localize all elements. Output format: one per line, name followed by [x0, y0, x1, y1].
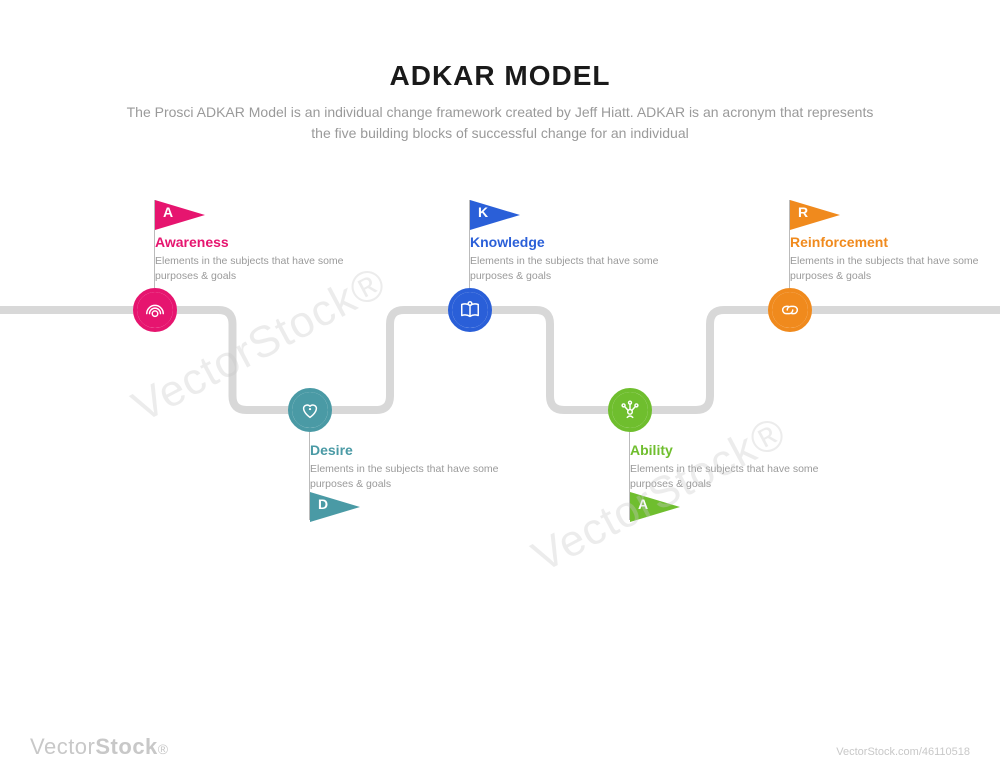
step-title: Reinforcement	[790, 234, 980, 250]
step-desc: Elements in the subjects that have some …	[310, 462, 500, 491]
flag-a-icon: A	[155, 200, 205, 230]
step-desc: Elements in the subjects that have some …	[470, 254, 660, 283]
label-desire: Desire Elements in the subjects that have…	[310, 442, 500, 491]
flag-letter: R	[798, 204, 808, 220]
flag-a-icon: A	[630, 492, 680, 522]
label-knowledge: Knowledge Elements in the subjects that h…	[470, 234, 660, 283]
node-knowledge	[448, 288, 492, 332]
watermark: VectorStock®	[30, 734, 169, 760]
step-desc: Elements in the subjects that have some …	[790, 254, 980, 283]
flag-letter: D	[318, 496, 328, 512]
step-title: Awareness	[155, 234, 345, 250]
label-reinforcement: Reinforcement Elements in the subjects th…	[790, 234, 980, 283]
header: ADKAR MODEL The Prosci ADKAR Model is an…	[0, 0, 1000, 144]
page-title: ADKAR MODEL	[0, 60, 1000, 92]
step-title: Knowledge	[470, 234, 660, 250]
watermark-light: Vector	[30, 734, 95, 759]
page-subtitle: The Prosci ADKAR Model is an individual …	[120, 102, 880, 144]
node-awareness	[133, 288, 177, 332]
step-title: Ability	[630, 442, 820, 458]
label-awareness: Awareness Elements in the subjects that h…	[155, 234, 345, 283]
step-desc: Elements in the subjects that have some …	[155, 254, 345, 283]
watermark-bold: Stock	[95, 734, 157, 759]
flag-letter: K	[478, 204, 488, 220]
step-desc: Elements in the subjects that have some …	[630, 462, 820, 491]
adkar-diagram: A Awareness Elements in the subjects that …	[0, 180, 1000, 600]
flag-letter: A	[163, 204, 173, 220]
flag-letter: A	[638, 496, 648, 512]
node-reinforcement	[768, 288, 812, 332]
flag-d-icon: D	[310, 492, 360, 522]
step-title: Desire	[310, 442, 500, 458]
flag-r-icon: R	[790, 200, 840, 230]
node-ability	[608, 388, 652, 432]
flag-k-icon: K	[470, 200, 520, 230]
image-id: VectorStock.com/46110518	[836, 746, 970, 758]
node-desire	[288, 388, 332, 432]
label-ability: Ability Elements in the subjects that hav…	[630, 442, 820, 491]
